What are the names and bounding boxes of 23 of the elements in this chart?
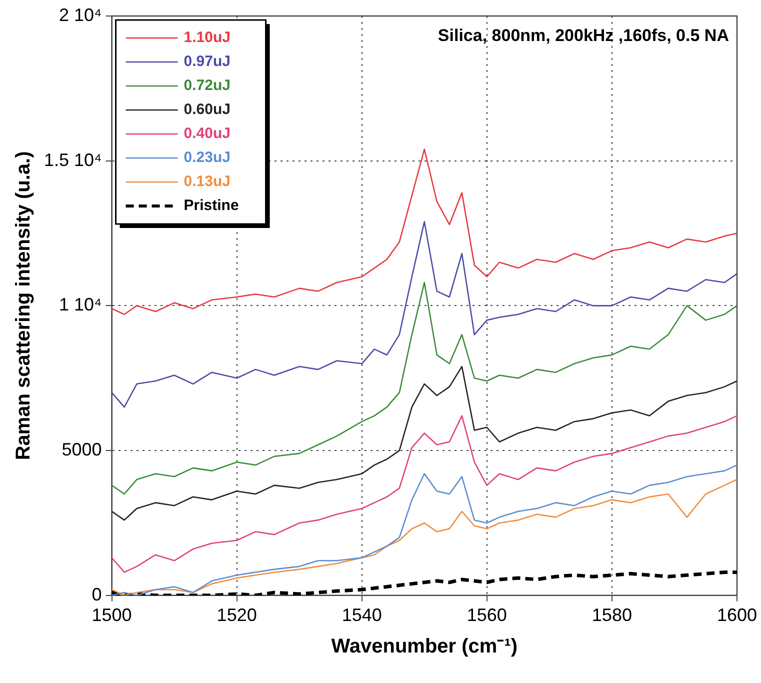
legend-label: 0.97uJ xyxy=(184,53,230,70)
x-tick-label: 1520 xyxy=(216,605,257,626)
x-tick-label: 1560 xyxy=(466,605,507,626)
y-tick-label: 1.5 10⁴ xyxy=(44,150,102,170)
y-tick-label: 2 10⁴ xyxy=(59,4,102,25)
y-tick-label: 1 10⁴ xyxy=(59,294,102,315)
legend-label: 0.60uJ xyxy=(184,101,230,118)
x-tick-label: 1540 xyxy=(342,605,382,626)
legend-label: 0.13uJ xyxy=(184,173,230,190)
legend-label: 0.40uJ xyxy=(184,125,230,142)
legend-label: 0.72uJ xyxy=(184,77,230,94)
x-tick-label: 1600 xyxy=(716,605,757,626)
annotation: Silica, 800nm, 200kHz ,160fs, 0.5 NA xyxy=(438,26,729,46)
y-axis-title: Raman scattering intensity (u.a.) xyxy=(12,151,35,460)
legend-label: 1.10uJ xyxy=(184,29,230,46)
line-series xyxy=(112,570,737,596)
y-tick-label: 0 xyxy=(92,584,102,604)
legend-label: 0.23uJ xyxy=(184,149,230,166)
x-tick-label: 1500 xyxy=(92,605,132,626)
legend-label: Pristine xyxy=(184,197,239,214)
y-tick-label: 5000 xyxy=(62,440,102,460)
x-axis-title: Wavenumber (cm⁻¹) xyxy=(331,636,518,658)
x-tick-label: 1580 xyxy=(592,605,632,626)
